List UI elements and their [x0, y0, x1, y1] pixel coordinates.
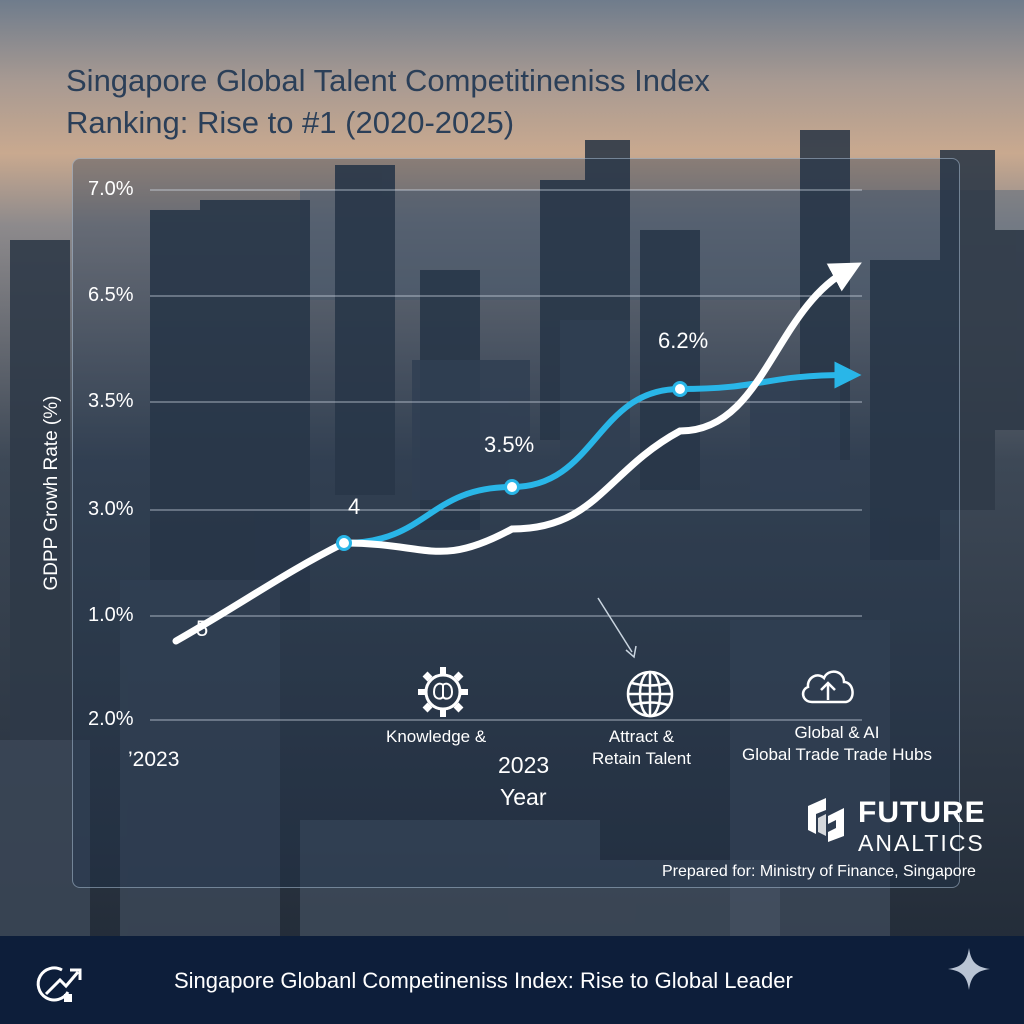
- y-tick-label-2: 3.5%: [88, 390, 134, 412]
- footer-bar: [0, 936, 1024, 1024]
- title-line-2: Ranking: Rise to #1 (2020-2025): [66, 105, 515, 140]
- y-tick-label-5: 2.0%: [88, 708, 134, 730]
- brand-name: FUTURE: [858, 796, 986, 829]
- data-point-0: [336, 535, 352, 551]
- x-axis-label: Year: [500, 784, 547, 810]
- data-point-1: [504, 479, 520, 495]
- series-growth-rate-line: [341, 361, 862, 546]
- icon-label-talent-line2: Retain Talent: [592, 749, 691, 768]
- brain-gear-icon: [418, 667, 468, 717]
- y-tick-label-4: 1.0%: [88, 604, 134, 626]
- data-label-3-5pct: 3.5%: [484, 432, 535, 457]
- icon-label-global-line1: Global & AI: [794, 723, 880, 742]
- data-label-4: 4: [348, 494, 361, 519]
- data-label-5: 5: [196, 616, 209, 641]
- growth-chart-icon: [36, 966, 82, 1002]
- data-label-6-2pct: 6.2%: [658, 328, 709, 353]
- footer-title: Singapore Globanl Competineniss Index: R…: [174, 968, 793, 993]
- y-tick-label-0: 7.0%: [88, 178, 134, 200]
- prepared-for-text: Prepared for: Ministry of Finance, Singa…: [662, 863, 976, 880]
- pointer-arrow-head: [625, 645, 637, 659]
- icon-label-global-line2: Global Trade Trade Hubs: [742, 745, 932, 764]
- data-point-2: [672, 381, 688, 397]
- x-tick-label-1: 2023: [498, 752, 550, 778]
- y-tick-label-3: 3.0%: [88, 498, 134, 520]
- chart-panel: [72, 158, 960, 888]
- x-tick-label-0: ’2023: [128, 748, 180, 771]
- pointer-arrow: [597, 597, 633, 653]
- cloud-upload-icon: [801, 670, 854, 704]
- globe-icon: [626, 670, 674, 718]
- title-line-1: Singapore Global Talent Competitineniss …: [66, 63, 710, 98]
- icon-label-talent-line1: Attract &: [608, 727, 675, 746]
- y-tick-label-1: 6.5%: [88, 284, 134, 306]
- series-main-trend-line: [172, 262, 862, 645]
- future-analytics-logo-icon: [808, 798, 844, 842]
- icon-label-global: Global & AI Global Trade Trade Hubs: [742, 722, 932, 766]
- chart-title: Singapore Global Talent Competitineniss …: [66, 60, 966, 144]
- icon-label-talent: Attract & Retain Talent: [592, 726, 691, 770]
- icon-label-knowledge: Knowledge &: [386, 727, 487, 746]
- sparkle-icon: [948, 948, 990, 990]
- brand-subtitle: ANALTICS: [858, 830, 985, 856]
- y-axis-label: GDPP Growh Rate (%): [41, 395, 62, 591]
